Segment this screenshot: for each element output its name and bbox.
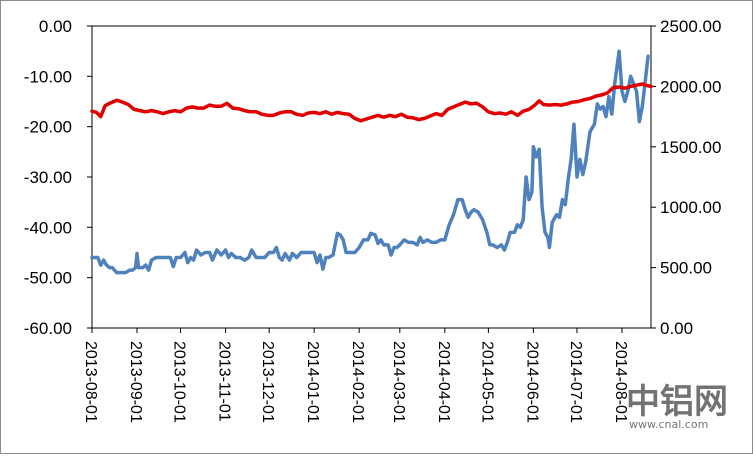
- left-tick-label: -50.00: [24, 269, 72, 288]
- x-tick-label: 2014-03-01: [390, 341, 407, 423]
- right-tick-label: 2000.00: [660, 77, 721, 96]
- right-tick-label: 500.00: [660, 259, 712, 278]
- x-axis: 2013-08-01 2013-09-01 2013-10-01 2013-11-01…: [82, 328, 629, 423]
- watermark: 中铝网 www.cnal.com: [626, 382, 728, 431]
- right-tick-label: 2500.00: [660, 17, 721, 36]
- x-tick-label: 2013-10-01: [171, 341, 188, 423]
- left-tick-label: -40.00: [24, 218, 72, 237]
- x-tick-label: 2014-01-01: [304, 341, 321, 423]
- x-tick-label: 2013-08-01: [82, 341, 99, 423]
- x-tick-label: 2014-02-01: [349, 341, 366, 423]
- x-tick-label: 2013-12-01: [259, 341, 276, 423]
- right-tick-label: 1500.00: [660, 138, 721, 157]
- plot-area: [91, 25, 652, 329]
- watermark-url: www.cnal.com: [629, 418, 708, 431]
- x-tick-label: 2014-05-01: [478, 341, 495, 423]
- watermark-logo: 中铝网: [626, 382, 728, 422]
- x-tick-label: 2014-06-01: [523, 341, 540, 423]
- left-tick-label: 0.00: [39, 17, 72, 36]
- left-tick-label: -10.00: [24, 67, 72, 86]
- series-line-right-axis: [90, 82, 653, 123]
- x-tick-label: 2014-07-01: [567, 341, 584, 423]
- x-tick-label: 2014-08-01: [612, 341, 629, 423]
- series-line-left-axis: [90, 49, 650, 275]
- right-axis: 2500.00 2000.00 1500.00 1000.00 500.00 0.00: [651, 17, 721, 338]
- x-tick-label: 2013-11-01: [216, 341, 233, 422]
- left-tick-label: -30.00: [24, 168, 72, 187]
- series-layer: [90, 49, 653, 275]
- x-tick-label: 2013-09-01: [127, 341, 144, 423]
- x-tick-label: 2014-04-01: [435, 341, 452, 423]
- left-tick-label: -60.00: [24, 319, 72, 338]
- right-tick-label: 1000.00: [660, 198, 721, 217]
- right-tick-label: 0.00: [660, 319, 693, 338]
- left-tick-label: -20.00: [24, 118, 72, 137]
- left-axis: 0.00 -10.00 -20.00 -30.00 -40.00 -50.00 -60.00: [24, 17, 92, 338]
